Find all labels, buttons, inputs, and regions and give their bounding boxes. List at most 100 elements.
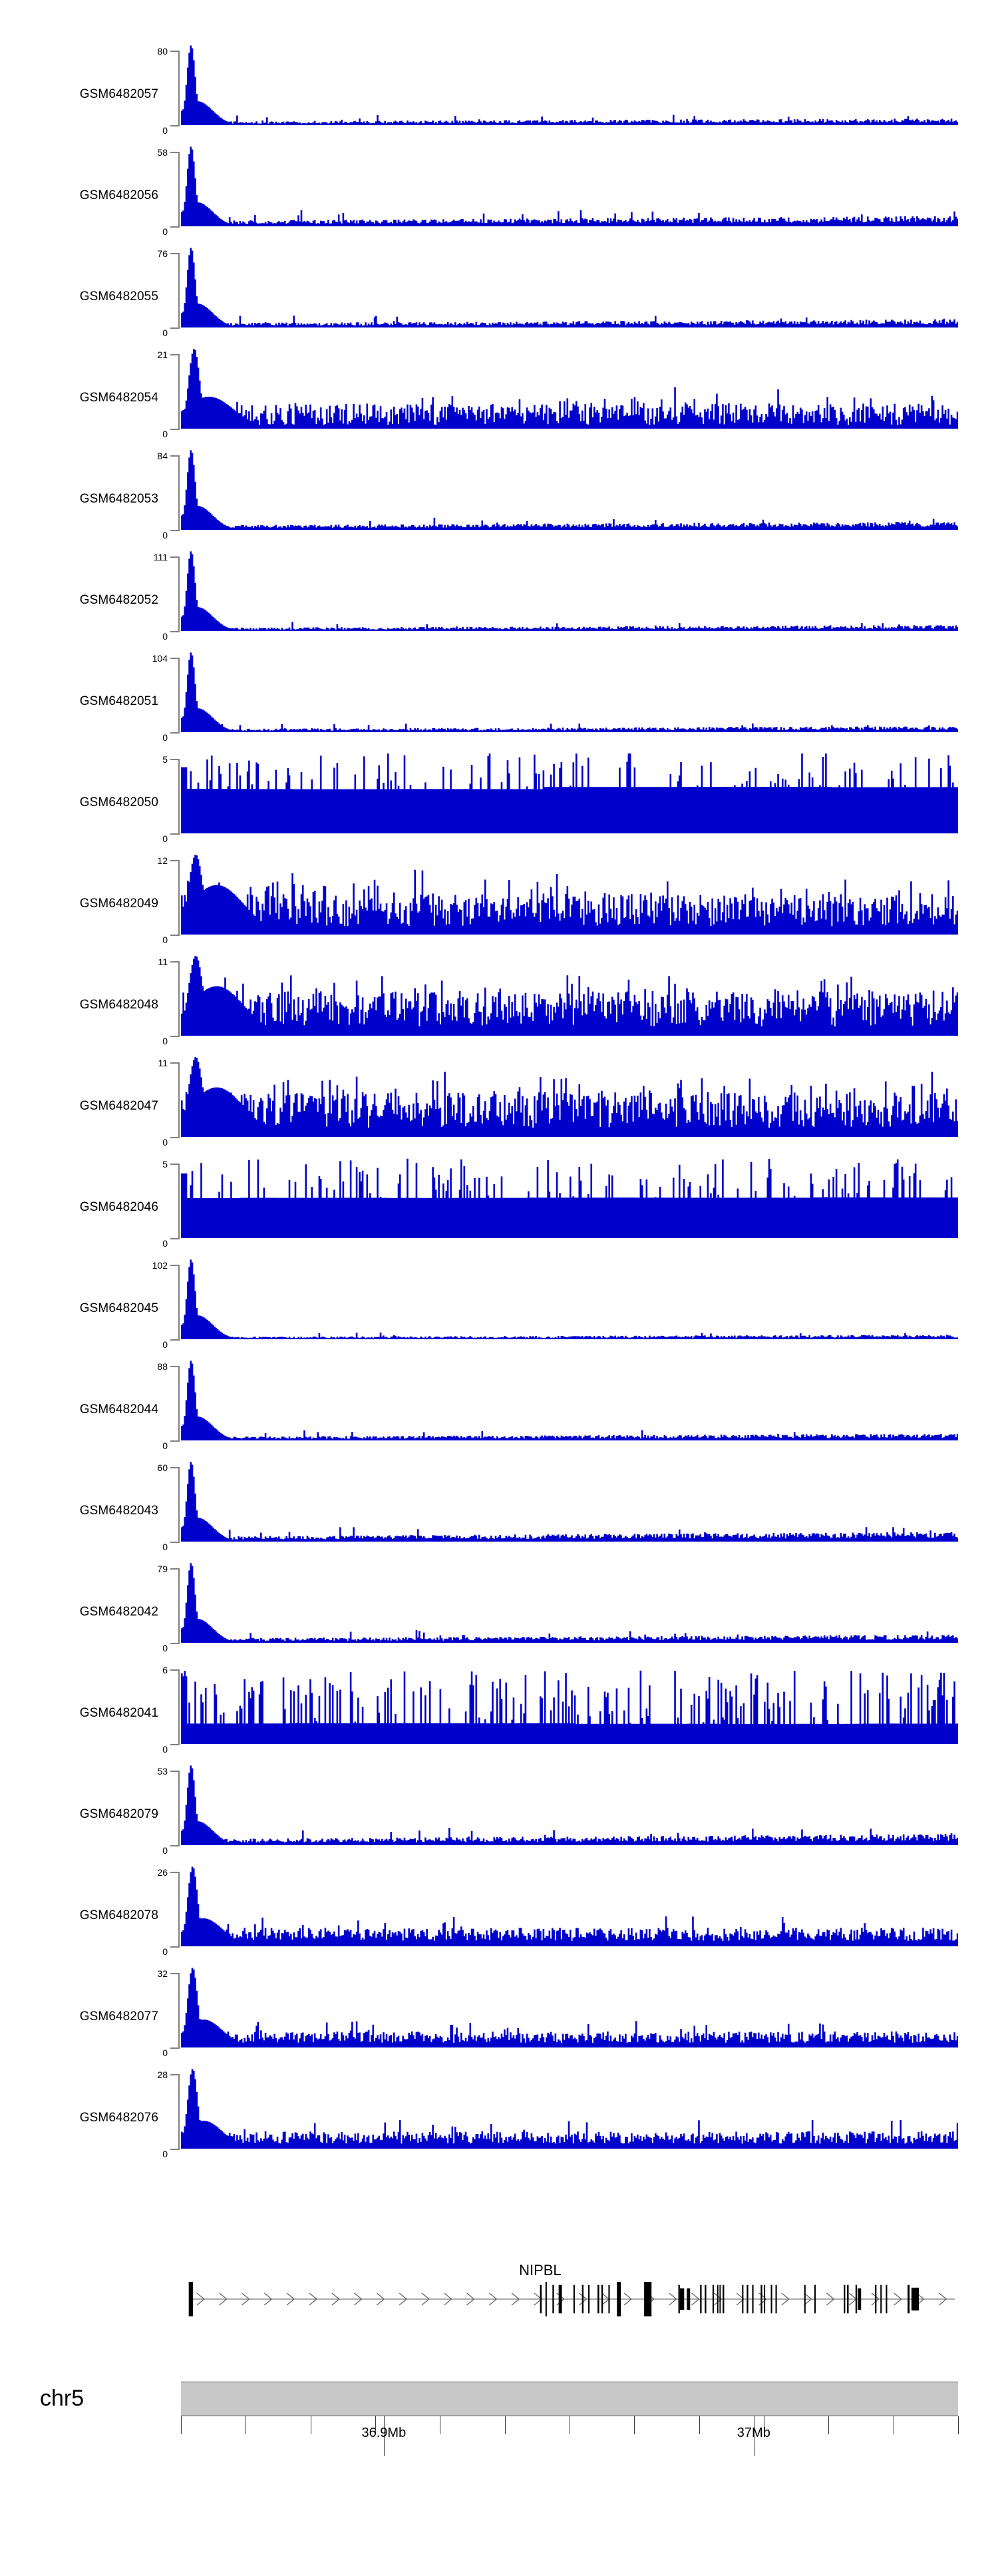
signal-plot-area[interactable] <box>181 2069 958 2150</box>
coverage-track-GSM6482079[interactable]: GSM6482079 53 0 <box>0 1765 998 1866</box>
gene-exon[interactable] <box>582 2284 584 2314</box>
gene-exon[interactable] <box>764 2284 766 2314</box>
axis-tick <box>504 2416 506 2434</box>
gene-exon[interactable] <box>558 2284 562 2314</box>
axis-min-value: 0 <box>162 2047 168 2058</box>
gene-exon[interactable] <box>880 2284 882 2314</box>
signal-plot-area[interactable] <box>181 1664 958 1745</box>
gene-exon[interactable] <box>747 2284 748 2314</box>
coverage-track-GSM6482056[interactable]: GSM6482056 58 0 <box>0 146 998 248</box>
coverage-track-GSM6482050[interactable]: GSM6482050 5 0 <box>0 753 998 855</box>
coverage-histogram <box>181 1462 958 1542</box>
signal-plot-area[interactable] <box>181 248 958 329</box>
gene-exon[interactable] <box>540 2284 542 2314</box>
gene-exon[interactable] <box>712 2284 715 2314</box>
signal-plot-area[interactable] <box>181 1765 958 1846</box>
coverage-track-GSM6482076[interactable]: GSM6482076 28 0 <box>0 2069 998 2170</box>
signal-plot-area[interactable] <box>181 753 958 835</box>
gene-exon[interactable] <box>705 2284 707 2314</box>
track-label: GSM6482049 <box>79 897 158 911</box>
signal-plot-area[interactable] <box>181 1158 958 1239</box>
signal-plot-area[interactable] <box>181 1259 958 1341</box>
signal-plot-area[interactable] <box>181 855 958 936</box>
gene-exon[interactable] <box>608 2284 610 2314</box>
gene-exon[interactable] <box>188 2282 194 2316</box>
gene-exon[interactable] <box>911 2287 919 2311</box>
gene-exon[interactable] <box>844 2284 846 2314</box>
coverage-track-GSM6482055[interactable]: GSM6482055 76 0 <box>0 248 998 349</box>
track-label: GSM6482076 <box>79 2111 158 2125</box>
coverage-track-GSM6482041[interactable]: GSM6482041 6 0 <box>0 1664 998 1765</box>
coverage-track-GSM6482047[interactable]: GSM6482047 11 0 <box>0 1057 998 1158</box>
gene-exon[interactable] <box>846 2284 849 2314</box>
gene-exon[interactable] <box>687 2288 691 2310</box>
gene-exon[interactable] <box>775 2284 777 2314</box>
gene-exon[interactable] <box>858 2288 862 2310</box>
coverage-track-GSM6482052[interactable]: GSM6482052 111 0 <box>0 551 998 652</box>
coverage-track-GSM6482048[interactable]: GSM6482048 11 0 <box>0 956 998 1057</box>
y-axis-line <box>178 1366 180 1442</box>
coverage-histogram <box>181 146 958 226</box>
gene-exon[interactable] <box>545 2282 547 2316</box>
y-axis-tick-min <box>170 327 180 329</box>
gene-exon[interactable] <box>908 2284 910 2314</box>
coverage-track-GSM6482045[interactable]: GSM6482045 102 0 <box>0 1259 998 1361</box>
y-axis-tick-max <box>170 1164 180 1165</box>
gene-exon[interactable] <box>700 2284 702 2314</box>
signal-plot-area[interactable] <box>181 1563 958 1644</box>
gene-exon[interactable] <box>814 2284 816 2314</box>
gene-exon[interactable] <box>678 2284 680 2314</box>
gene-exon[interactable] <box>573 2284 575 2314</box>
signal-plot-area[interactable] <box>181 450 958 531</box>
gene-exon[interactable] <box>752 2284 754 2314</box>
gene-exon[interactable] <box>601 2284 603 2314</box>
axis-tick-label: 37Mb <box>737 2426 770 2440</box>
coverage-track-GSM6482077[interactable]: GSM6482077 32 0 <box>0 1968 998 2069</box>
gene-exon[interactable] <box>886 2284 888 2314</box>
coverage-track-GSM6482046[interactable]: GSM6482046 5 0 <box>0 1158 998 1259</box>
gene-exon[interactable] <box>719 2284 721 2314</box>
gene-exon[interactable] <box>742 2284 744 2314</box>
gene-exon[interactable] <box>617 2282 621 2316</box>
gene-exon[interactable] <box>875 2284 877 2314</box>
gene-exon[interactable] <box>804 2284 806 2314</box>
strand-arrow-icon <box>871 2292 880 2306</box>
y-axis-line <box>178 455 180 531</box>
signal-plot-area[interactable] <box>181 551 958 632</box>
gene-exon[interactable] <box>770 2284 772 2314</box>
signal-plot-area[interactable] <box>181 1462 958 1543</box>
gene-exon[interactable] <box>760 2284 762 2314</box>
signal-plot-area[interactable] <box>181 1361 958 1442</box>
signal-plot-area[interactable] <box>181 956 958 1037</box>
gene-exon[interactable] <box>644 2282 652 2316</box>
signal-plot-area[interactable] <box>181 45 958 126</box>
gene-exon[interactable] <box>588 2284 590 2314</box>
axis-max-value: 26 <box>157 1867 168 1878</box>
signal-plot-area[interactable] <box>181 1866 958 1948</box>
coverage-track-GSM6482043[interactable]: GSM6482043 60 0 <box>0 1462 998 1563</box>
ideogram-bar[interactable] <box>181 2382 958 2416</box>
coverage-track-GSM6482049[interactable]: GSM6482049 12 0 <box>0 855 998 956</box>
strand-arrow-icon <box>781 2292 790 2306</box>
axis-max-value: 5 <box>162 1159 168 1170</box>
coverage-track-GSM6482057[interactable]: GSM6482057 80 0 <box>0 45 998 146</box>
gene-exon[interactable] <box>679 2288 685 2310</box>
coverage-track-GSM6482054[interactable]: GSM6482054 21 0 <box>0 349 998 450</box>
gene-exon[interactable] <box>723 2284 725 2314</box>
coverage-track-GSM6482042[interactable]: GSM6482042 79 0 <box>0 1563 998 1664</box>
strand-arrow-icon <box>286 2292 295 2306</box>
coverage-track-GSM6482044[interactable]: GSM6482044 88 0 <box>0 1361 998 1462</box>
gene-annotation-track[interactable]: NIPBL <box>181 2258 958 2336</box>
signal-plot-area[interactable] <box>181 146 958 228</box>
coverage-track-GSM6482078[interactable]: GSM6482078 26 0 <box>0 1866 998 1968</box>
gene-exon[interactable] <box>597 2284 599 2314</box>
signal-plot-area[interactable] <box>181 1057 958 1138</box>
coverage-track-GSM6482051[interactable]: GSM6482051 104 0 <box>0 652 998 753</box>
coverage-track-GSM6482053[interactable]: GSM6482053 84 0 <box>0 450 998 551</box>
signal-plot-area[interactable] <box>181 652 958 734</box>
gene-exon[interactable] <box>717 2284 719 2314</box>
gene-exon[interactable] <box>855 2284 858 2314</box>
signal-plot-area[interactable] <box>181 349 958 430</box>
gene-exon[interactable] <box>552 2284 554 2314</box>
signal-plot-area[interactable] <box>181 1968 958 2049</box>
